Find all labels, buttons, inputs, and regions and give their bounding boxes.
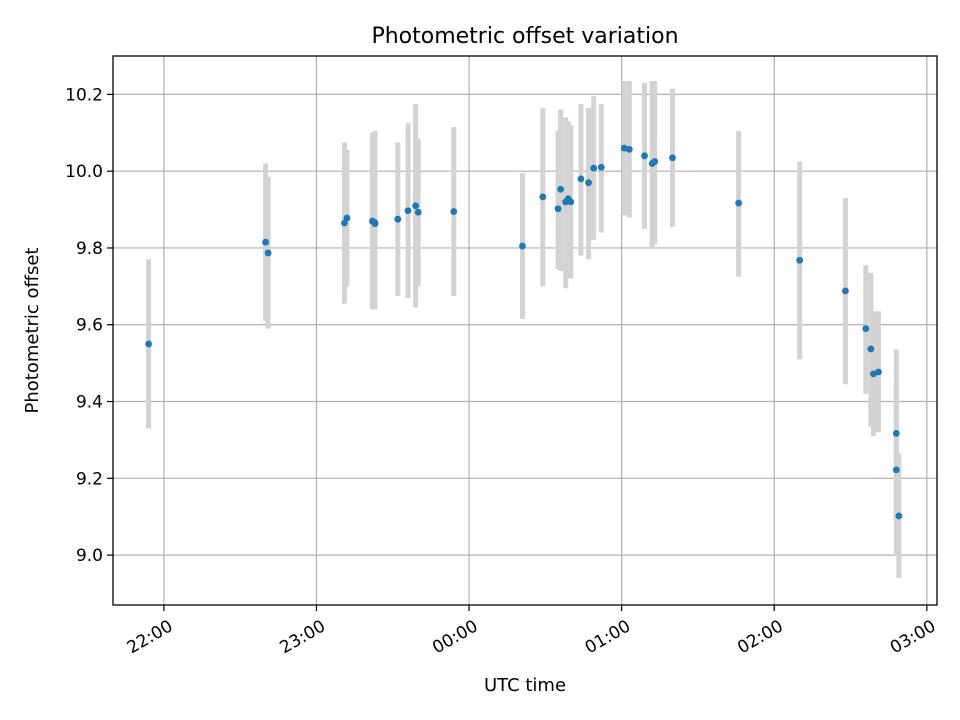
data-point xyxy=(145,340,153,348)
data-point xyxy=(554,205,562,213)
y-tick-label: 10.2 xyxy=(65,85,103,105)
data-point xyxy=(450,208,458,215)
data-point xyxy=(264,249,272,257)
y-axis-ticks: 9.0 9.2 9.4 9.6 9.8 10.0 10.2 xyxy=(65,85,113,566)
x-tick-label: 22:00 xyxy=(124,616,176,658)
data-point xyxy=(895,512,903,520)
x-tick-label: 01:00 xyxy=(582,616,634,658)
y-tick-label: 10.0 xyxy=(65,162,103,182)
data-point xyxy=(585,179,592,187)
x-tick-label: 23:00 xyxy=(277,616,329,658)
data-point xyxy=(404,207,412,215)
data-point xyxy=(557,185,565,193)
data-point xyxy=(597,163,605,171)
grid xyxy=(113,56,937,605)
data-point xyxy=(394,215,402,223)
data-point xyxy=(343,214,351,222)
y-tick-label: 9.8 xyxy=(76,239,103,259)
data-point xyxy=(567,198,575,206)
data-point xyxy=(262,238,269,246)
data-point xyxy=(412,202,420,210)
data-point xyxy=(590,164,598,172)
y-axis-label: Photometric offset xyxy=(22,248,43,414)
data-point xyxy=(625,145,633,153)
chart-title: Photometric offset variation xyxy=(371,24,678,49)
data-point xyxy=(892,466,900,474)
plot-frame xyxy=(112,55,938,606)
data-point xyxy=(371,220,379,228)
data-point xyxy=(867,345,875,353)
data-point xyxy=(842,287,849,295)
data-point xyxy=(577,175,585,183)
y-tick-label: 9.2 xyxy=(76,469,103,489)
x-tick-label: 02:00 xyxy=(734,616,786,658)
data-point xyxy=(651,158,659,165)
data-points xyxy=(145,144,903,520)
data-point xyxy=(414,208,422,216)
data-point xyxy=(539,193,547,201)
x-tick-label: 03:00 xyxy=(887,616,939,658)
y-tick-label: 9.4 xyxy=(76,393,103,413)
data-point xyxy=(892,429,900,437)
data-point xyxy=(669,154,676,162)
x-tick-label: 00:00 xyxy=(429,616,481,658)
data-point xyxy=(620,144,628,152)
error-bars xyxy=(146,80,902,579)
x-axis-label: UTC time xyxy=(484,675,566,696)
data-point xyxy=(796,256,804,264)
data-point xyxy=(519,242,526,250)
data-point xyxy=(875,368,882,376)
x-axis-ticks: 22:00 23:00 00:00 01:00 02:00 03:00 xyxy=(124,605,939,658)
data-point xyxy=(735,199,743,207)
y-tick-label: 9.6 xyxy=(76,316,103,336)
y-tick-label: 9.0 xyxy=(76,546,103,566)
data-point xyxy=(862,325,870,332)
data-point xyxy=(641,152,648,160)
